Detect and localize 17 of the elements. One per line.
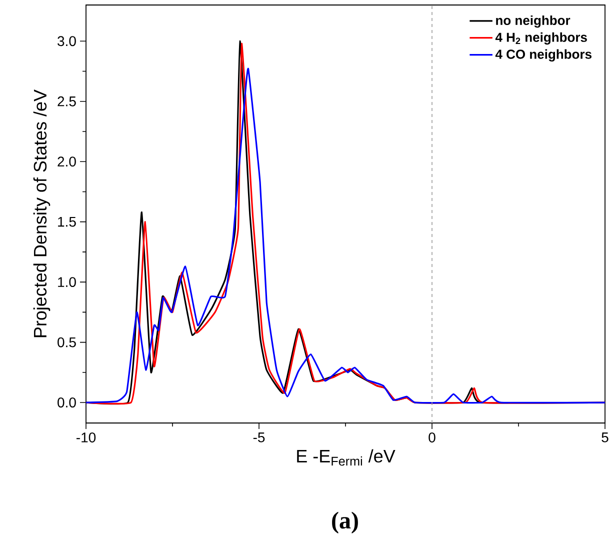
x-tick-label: 5	[602, 432, 608, 442]
y-tick-label: 1.5	[58, 216, 76, 227]
legend-label: no neighbor	[496, 15, 570, 28]
x-tick-label: -10	[76, 432, 96, 442]
x-axis-title: E -E$_{Fermi}$ /eV	[297, 449, 396, 466]
x-tick-label: 0	[428, 432, 436, 442]
y-tick-label: 2.5	[58, 96, 76, 106]
x-tick-label: -5	[253, 432, 265, 442]
y-tick-label: 0.0	[58, 398, 76, 408]
y-tick-label: 2.0	[58, 156, 76, 167]
y-tick-label: 1.0	[58, 277, 76, 288]
legend-label: 4 CO neighbors	[495, 49, 592, 62]
y-tick-label: 3.0	[58, 36, 76, 46]
legend-label: 4 H$_{2}$ neighbors	[495, 32, 587, 45]
y-tick-label: 0.5	[58, 337, 76, 348]
y-axis-title: Projected Density of States /eV	[33, 90, 50, 338]
text: (a)	[332, 512, 358, 534]
